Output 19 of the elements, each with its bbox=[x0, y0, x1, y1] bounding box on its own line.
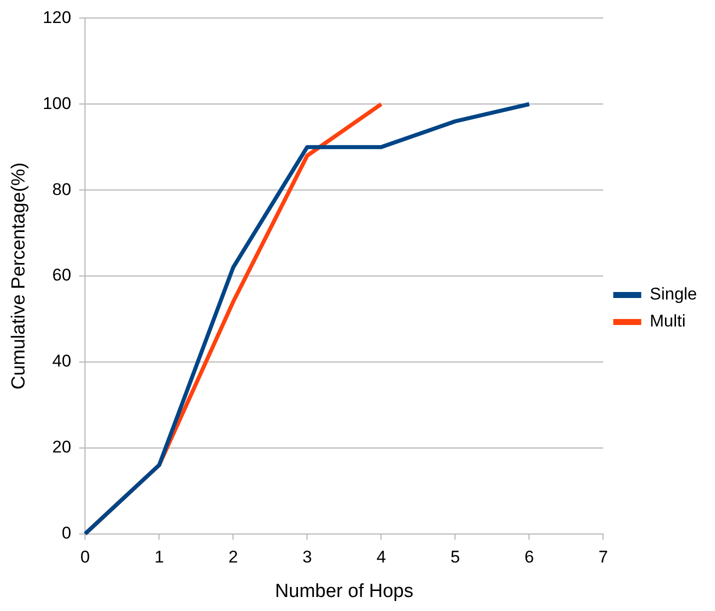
y-axis-title: Cumulative Percentage(%) bbox=[8, 162, 30, 390]
y-tick-label: 60 bbox=[52, 266, 72, 285]
x-tick-label: 5 bbox=[450, 548, 460, 567]
y-tick-label: 0 bbox=[62, 523, 72, 542]
x-tick-label: 1 bbox=[154, 548, 164, 567]
y-tick-label: 40 bbox=[52, 352, 72, 371]
y-tick-label: 80 bbox=[52, 180, 72, 199]
y-tick-label: 120 bbox=[42, 8, 72, 27]
x-tick-label: 0 bbox=[80, 548, 90, 567]
legend-label: Single bbox=[650, 284, 698, 304]
x-axis-title: Number of Hops bbox=[275, 580, 414, 602]
x-tick-label: 2 bbox=[228, 548, 238, 567]
legend-label: Multi bbox=[650, 312, 686, 331]
x-tick-label: 7 bbox=[598, 548, 608, 567]
x-tick-label: 6 bbox=[524, 548, 534, 567]
x-tick-label: 4 bbox=[376, 548, 386, 567]
x-tick-label: 3 bbox=[302, 548, 312, 567]
y-tick-label: 20 bbox=[52, 438, 72, 457]
y-tick-label: 100 bbox=[42, 94, 72, 113]
